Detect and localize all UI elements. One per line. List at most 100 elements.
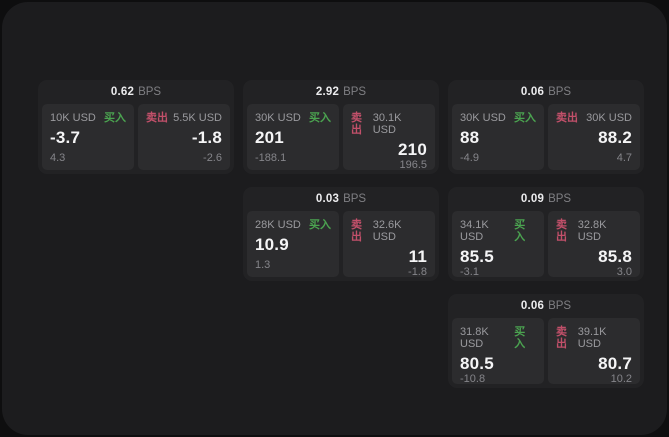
bps-unit: BPS: [548, 86, 572, 98]
quote-card: 0.62 BPS 10K USD 买入 -3.7 4.3 卖出 5.5K USD…: [38, 80, 234, 174]
sell-side-label: 卖出: [146, 112, 168, 124]
quote-card: 0.06 BPS 30K USD 买入 88 -4.9 卖出 30K USD 8…: [448, 80, 644, 174]
sell-amount: 39.1K USD: [577, 326, 607, 350]
buy-panel[interactable]: 30K USD 买入 88 -4.9: [452, 104, 544, 170]
sell-panel[interactable]: 卖出 39.1K USD 80.7 10.2: [548, 318, 640, 385]
buy-change: 1.3: [255, 259, 271, 271]
quote-panels: 28K USD 买入 10.9 1.3 卖出 32.6K USD 11 -1.8: [247, 211, 435, 278]
bps-unit: BPS: [343, 86, 367, 98]
buy-amount: 34.1K USD: [460, 219, 489, 243]
sell-panel[interactable]: 卖出 30K USD 88.2 4.7: [548, 104, 640, 170]
sell-side-label: 卖出: [351, 112, 362, 136]
buy-price: 201: [255, 128, 284, 147]
bps-unit: BPS: [138, 86, 162, 98]
sell-panel-top-row: 卖出 39.1K USD: [556, 326, 632, 350]
sell-panel[interactable]: 卖出 30.1K USD 210 196.5: [343, 104, 435, 171]
buy-panel[interactable]: 28K USD 买入 10.9 1.3: [247, 211, 339, 277]
quote-card: 2.92 BPS 30K USD 买入 201 -188.1 卖出 30.1K …: [243, 80, 439, 174]
quote-card: 0.09 BPS 34.1K USD 买入 85.5 -3.1 卖出 32.8K…: [448, 187, 644, 281]
quote-panels: 30K USD 买入 88 -4.9 卖出 30K USD 88.2 4.7: [452, 104, 640, 170]
buy-panel-top-row: 10K USD 买入: [50, 112, 126, 124]
buy-side-label: 买入: [514, 112, 536, 124]
buy-amount: 31.8K USD: [460, 326, 489, 350]
sell-amount: 32.6K USD: [372, 219, 402, 243]
buy-amount: 10K USD: [50, 112, 96, 124]
buy-change: -188.1: [255, 152, 287, 164]
buy-panel-top-row: 30K USD 买入: [460, 112, 536, 124]
sell-panel-top-row: 卖出 32.8K USD: [556, 219, 632, 243]
bps-header: 0.06 BPS: [452, 80, 640, 104]
sell-price: -1.8: [191, 128, 222, 147]
sell-change: 3.0: [616, 266, 632, 278]
sell-change: 10.2: [610, 373, 632, 385]
sell-panel[interactable]: 卖出 32.6K USD 11 -1.8: [343, 211, 435, 278]
sell-side-label: 卖出: [556, 112, 578, 124]
quote-panels: 10K USD 买入 -3.7 4.3 卖出 5.5K USD -1.8 -2.…: [42, 104, 230, 170]
bps-value: 2.92: [315, 86, 340, 98]
sell-panel-top-row: 卖出 32.6K USD: [351, 219, 427, 243]
quote-card: 0.03 BPS 28K USD 买入 10.9 1.3 卖出 32.6K US…: [243, 187, 439, 281]
sell-panel[interactable]: 卖出 5.5K USD -1.8 -2.6: [138, 104, 230, 170]
sell-panel[interactable]: 卖出 32.8K USD 85.8 3.0: [548, 211, 640, 278]
buy-amount: 30K USD: [255, 112, 301, 124]
buy-change: -10.8: [460, 373, 486, 385]
bps-header: 0.03 BPS: [247, 187, 435, 211]
buy-side-label: 买入: [514, 326, 526, 350]
sell-panel-top-row: 卖出 30.1K USD: [351, 112, 427, 136]
buy-change: -3.1: [460, 266, 479, 278]
buy-side-label: 买入: [309, 112, 331, 124]
bps-value: 0.03: [315, 193, 340, 205]
sell-amount: 30.1K USD: [372, 112, 402, 136]
buy-side-label: 买入: [514, 219, 526, 243]
sell-price: 88.2: [598, 128, 632, 147]
bps-header: 0.06 BPS: [452, 294, 640, 318]
buy-price: 85.5: [460, 247, 494, 266]
buy-panel-top-row: 31.8K USD 买入: [460, 326, 536, 350]
quote-panels: 31.8K USD 买入 80.5 -10.8 卖出 39.1K USD 80.…: [452, 318, 640, 385]
buy-panel[interactable]: 10K USD 买入 -3.7 4.3: [42, 104, 134, 170]
bps-value: 0.06: [520, 300, 545, 312]
buy-panel[interactable]: 31.8K USD 买入 80.5 -10.8: [452, 318, 544, 385]
quote-panels: 34.1K USD 买入 85.5 -3.1 卖出 32.8K USD 85.8…: [452, 211, 640, 278]
sell-price: 85.8: [598, 247, 632, 266]
sell-amount: 30K USD: [586, 112, 632, 124]
sell-change: -2.6: [203, 152, 222, 164]
buy-panel[interactable]: 30K USD 买入 201 -188.1: [247, 104, 339, 170]
sell-amount: 5.5K USD: [173, 112, 222, 124]
sell-price: 80.7: [598, 354, 632, 373]
buy-amount: 28K USD: [255, 219, 301, 231]
quote-card: 0.06 BPS 31.8K USD 买入 80.5 -10.8 卖出 39.1…: [448, 294, 644, 388]
bps-header: 0.62 BPS: [42, 80, 230, 104]
sell-change: -1.8: [408, 266, 427, 278]
buy-price: 88: [460, 128, 480, 147]
buy-change: -4.9: [460, 152, 479, 164]
bps-unit: BPS: [343, 193, 367, 205]
sell-price: 210: [398, 140, 427, 159]
sell-price: 11: [408, 247, 427, 266]
quote-panels: 30K USD 买入 201 -188.1 卖出 30.1K USD 210 1…: [247, 104, 435, 171]
buy-panel-top-row: 28K USD 买入: [255, 219, 331, 231]
sell-change: 196.5: [399, 159, 427, 171]
buy-amount: 30K USD: [460, 112, 506, 124]
buy-change: 4.3: [50, 152, 66, 164]
bps-header: 0.09 BPS: [452, 187, 640, 211]
bps-value: 0.09: [520, 193, 545, 205]
buy-side-label: 买入: [309, 219, 331, 231]
buy-side-label: 买入: [104, 112, 126, 124]
sell-change: 4.7: [616, 152, 632, 164]
sell-panel-top-row: 卖出 5.5K USD: [146, 112, 222, 124]
buy-price: 80.5: [460, 354, 494, 373]
bps-value: 0.06: [520, 86, 545, 98]
sell-panel-top-row: 卖出 30K USD: [556, 112, 632, 124]
sell-amount: 32.8K USD: [577, 219, 607, 243]
sell-side-label: 卖出: [351, 219, 362, 243]
bps-value: 0.62: [110, 86, 135, 98]
buy-panel[interactable]: 34.1K USD 买入 85.5 -3.1: [452, 211, 544, 278]
bps-unit: BPS: [548, 300, 572, 312]
bps-header: 2.92 BPS: [247, 80, 435, 104]
sell-side-label: 卖出: [556, 326, 567, 350]
buy-price: -3.7: [50, 128, 81, 147]
buy-panel-top-row: 30K USD 买入: [255, 112, 331, 124]
